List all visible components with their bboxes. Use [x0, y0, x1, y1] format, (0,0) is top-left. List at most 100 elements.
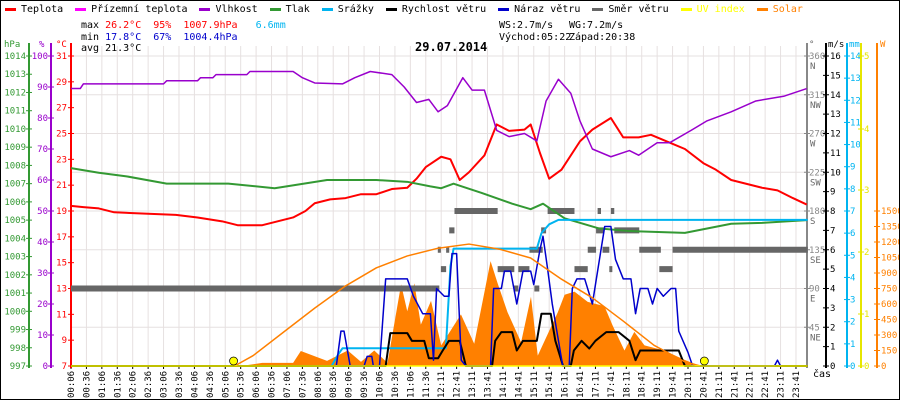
solar-tick-label: 1050	[881, 254, 900, 264]
rain-tick-label: 9	[850, 163, 855, 173]
x-tick-label: 03:06	[160, 371, 170, 398]
wind-tick-label: 9	[830, 188, 835, 198]
hpa-tick-label: 1004	[4, 234, 26, 244]
x-tick-label: 05:36	[237, 371, 247, 398]
rain-total: 6.6mm	[255, 20, 286, 31]
direction-compass-label: S	[810, 217, 815, 227]
x-tick-label: 11:36	[422, 371, 432, 398]
solar-unit-label: W	[880, 40, 886, 50]
hpa-tick-label: 1007	[4, 180, 26, 190]
direction-tick-label: 315	[809, 91, 825, 101]
series-vlhkost	[71, 70, 808, 158]
x-axis-label: čas	[813, 369, 832, 380]
x-tick-label: 13:41	[483, 371, 493, 398]
wind-direction-mark	[639, 246, 661, 253]
x-tick-label: 03:36	[175, 371, 185, 398]
direction-tick-label: 180	[809, 207, 825, 217]
humidity-tick-label: 60	[37, 176, 48, 186]
hpa-tick-label: 999	[10, 326, 26, 336]
wind-direction-mark	[574, 266, 588, 273]
uv-tick-label: 3	[864, 186, 869, 196]
legend-item: Tlak	[269, 4, 310, 15]
direction-compass-label: NE	[810, 333, 821, 343]
wind-tick-label: 12	[830, 130, 841, 140]
series-solar-area	[240, 261, 701, 366]
temp-tick-label: 27	[56, 104, 67, 114]
legend-label: Teplota	[21, 4, 64, 15]
wind-gust-stat: WG:7.2m/s	[569, 20, 624, 31]
hpa-tick-label: 1014	[4, 52, 26, 62]
direction-compass-label: N	[810, 62, 815, 72]
x-tick-label: 18:11	[622, 371, 632, 398]
series-sr-ky	[330, 218, 808, 367]
hpa-tick-label: 1006	[4, 198, 26, 208]
solar-tick-label: 900	[881, 269, 897, 279]
wind-direction-mark	[497, 266, 515, 273]
legend-swatch	[75, 8, 87, 11]
legend-label: Rychlost větru	[401, 4, 487, 15]
humidity-tick-label: 100	[32, 52, 48, 62]
wind-tick-label: 15	[830, 71, 841, 81]
series-wind-direction	[71, 208, 808, 292]
max-humidity: 95%	[153, 20, 172, 31]
min-temp: 17.8°C	[105, 32, 142, 43]
x-tick-label: 08:06	[314, 371, 324, 398]
legend-item: Směr větru	[592, 4, 669, 15]
wind-tick-label: 7	[830, 226, 835, 236]
x-tick-label: 19:41	[669, 371, 679, 398]
direction-compass-label: W	[810, 140, 816, 150]
x-tick-label: 04:06	[190, 371, 200, 398]
temp-tick-label: 23	[56, 155, 67, 165]
chart-title: 29.07.2014	[415, 40, 488, 54]
wind-tick-label: 11	[830, 149, 841, 159]
solar-tick-label: 1200	[881, 238, 900, 248]
wind-direction-mark	[602, 246, 610, 253]
hpa-tick-label: 1009	[4, 143, 26, 153]
direction-tick-label: 225	[809, 168, 825, 178]
wind-direction-mark	[446, 246, 450, 253]
x-tick-label: 06:06	[252, 371, 262, 398]
humidity-tick-label: 20	[37, 300, 48, 310]
direction-tick-label: 360	[809, 52, 825, 62]
legend-item: Vlhkost	[199, 4, 258, 15]
solar-tick-label: 300	[881, 331, 897, 341]
temp-tick-label: 13	[56, 285, 67, 295]
rain-tick-label: 2	[850, 318, 855, 328]
series-tlak	[70, 167, 807, 234]
x-tick-label: 02:06	[129, 371, 139, 398]
x-tick-label: 22:41	[761, 371, 771, 398]
x-tick-label: 00:36	[82, 371, 92, 398]
direction-compass-label: NW	[810, 101, 821, 111]
x-tick-label: 17:41	[607, 371, 617, 398]
wind-direction-mark	[547, 208, 575, 214]
x-tick-label: 12:11	[437, 371, 447, 398]
hpa-tick-label: 1000	[4, 307, 26, 317]
sunset-stat: Západ:20:38	[569, 32, 636, 43]
solar-tick-label: 750	[881, 285, 897, 295]
humidity-tick-label: 90	[37, 83, 48, 93]
rain-tick-label: 4	[850, 273, 855, 283]
x-tick-label: 11:06	[406, 371, 416, 398]
sunrise-marker	[229, 356, 238, 366]
wind-direction-mark	[431, 285, 440, 292]
legend-swatch	[498, 8, 510, 11]
wind-speed-stat: WS:2.7m/s	[499, 20, 554, 31]
wind-direction-mark	[534, 285, 540, 292]
stats-max-row: max 26.2°C 95% 1007.9hPa 6.6mm	[81, 21, 286, 31]
x-tick-label: 16:11	[561, 371, 571, 398]
legend-label: Tlak	[285, 4, 310, 15]
x-tick-label: 12:41	[453, 371, 463, 398]
wind-tick-label: 13	[830, 110, 841, 120]
rain-tick-label: 11	[850, 118, 861, 128]
stats-avg-row: avg 21.3°C	[81, 44, 141, 54]
x-tick-label: 01:36	[113, 371, 123, 398]
wind-direction-mark	[529, 246, 543, 253]
temp-axis: 31 29 27 25 23 21 19 17 15 13 11 9 7	[56, 43, 74, 372]
legend-label: Vlhkost	[215, 4, 258, 15]
legend-label: Směr větru	[608, 4, 669, 15]
direction-tick-label: 270	[809, 130, 825, 140]
